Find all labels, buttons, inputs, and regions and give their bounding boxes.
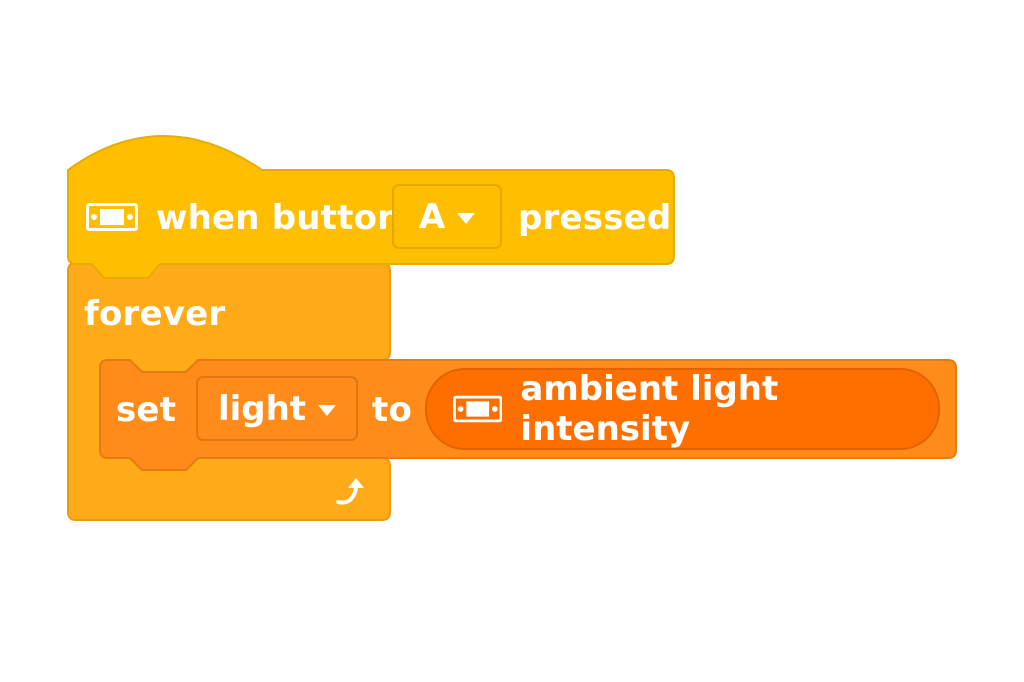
forever-label: forever (84, 294, 226, 334)
variable-select-dropdown[interactable]: light (196, 376, 358, 441)
chevron-down-icon (318, 405, 337, 416)
pressed-label: pressed (518, 198, 672, 238)
loop-arrow-icon (336, 478, 364, 505)
ambient-light-reporter[interactable]: ambient light intensity (425, 368, 940, 450)
microbit-board-icon (86, 203, 138, 231)
when-button-label: when button (156, 198, 402, 238)
button-select-value: A (418, 196, 446, 237)
microbit-board-icon (453, 395, 503, 423)
variable-select-value: light (217, 388, 307, 429)
ambient-light-label: ambient light intensity (520, 369, 779, 449)
set-label: set (116, 390, 177, 430)
to-label: to (372, 390, 413, 430)
button-select-dropdown[interactable]: A (392, 184, 502, 249)
chevron-down-icon (457, 213, 476, 224)
